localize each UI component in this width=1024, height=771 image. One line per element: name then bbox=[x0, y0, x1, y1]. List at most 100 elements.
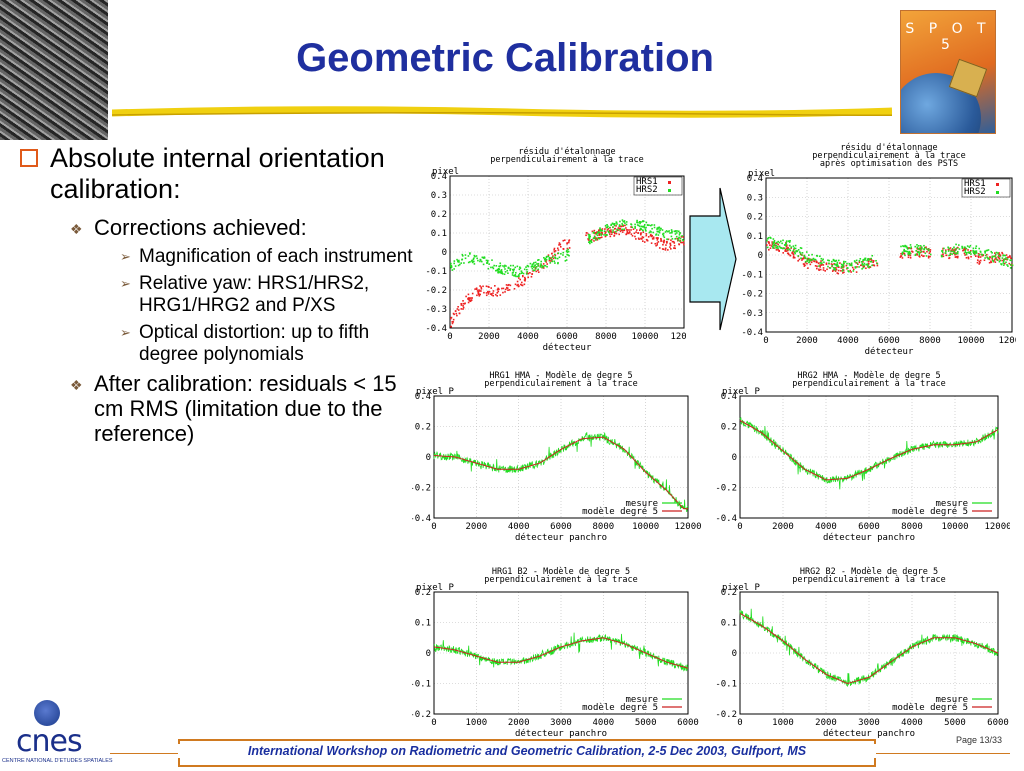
data-point bbox=[568, 247, 571, 249]
y-tick-label: -0.2 bbox=[716, 484, 737, 494]
data-point bbox=[450, 317, 452, 320]
data-point bbox=[788, 253, 790, 256]
data-point bbox=[816, 261, 818, 263]
data-point bbox=[585, 234, 587, 237]
data-point bbox=[558, 256, 561, 259]
data-point bbox=[909, 256, 912, 259]
data-point bbox=[801, 259, 803, 261]
data-point bbox=[626, 229, 629, 231]
data-point bbox=[682, 241, 685, 244]
data-point bbox=[652, 236, 655, 239]
data-point bbox=[645, 234, 648, 237]
data-point bbox=[492, 294, 495, 297]
data-point bbox=[961, 247, 964, 250]
data-point bbox=[836, 265, 838, 267]
data-point bbox=[831, 264, 833, 267]
data-point bbox=[480, 290, 482, 292]
data-point bbox=[657, 241, 660, 243]
data-point bbox=[503, 273, 506, 276]
legend-label: mesure bbox=[935, 499, 968, 509]
data-point bbox=[866, 263, 869, 265]
chevron-bullet-icon: ➢ bbox=[120, 249, 131, 264]
data-point bbox=[672, 240, 675, 243]
data-point bbox=[806, 257, 809, 260]
data-point bbox=[657, 234, 660, 236]
data-point bbox=[909, 244, 912, 246]
data-point bbox=[786, 252, 789, 255]
data-point bbox=[562, 254, 564, 256]
data-point bbox=[465, 295, 467, 298]
data-point bbox=[864, 259, 866, 261]
data-point bbox=[618, 229, 620, 231]
data-point bbox=[871, 259, 873, 262]
data-point bbox=[927, 255, 930, 258]
data-point bbox=[567, 250, 570, 253]
data-point bbox=[967, 249, 969, 251]
data-point bbox=[470, 299, 472, 301]
data-point bbox=[903, 253, 906, 255]
data-point bbox=[454, 265, 457, 267]
legend-label: mesure bbox=[625, 695, 658, 705]
data-point bbox=[837, 272, 840, 275]
x-tick-label: 2000 bbox=[815, 718, 837, 728]
data-point bbox=[801, 252, 804, 254]
data-point bbox=[537, 268, 540, 271]
data-point bbox=[459, 263, 461, 266]
data-point bbox=[544, 264, 547, 267]
plot-hrg2-hma: HRG2 HMA - Modèle de degre 5 perpendicula… bbox=[716, 370, 1010, 542]
data-point bbox=[969, 245, 972, 247]
data-point bbox=[462, 302, 465, 305]
data-point bbox=[508, 283, 510, 286]
data-point bbox=[504, 288, 507, 291]
data-point bbox=[623, 229, 626, 232]
data-point bbox=[979, 259, 982, 262]
data-point bbox=[654, 242, 657, 245]
data-point bbox=[861, 264, 864, 266]
data-point bbox=[450, 262, 452, 265]
data-point bbox=[904, 245, 907, 248]
data-point bbox=[786, 244, 788, 246]
data-point bbox=[929, 253, 932, 256]
chart-svg: HRG2 HMA - Modèle de degre 5perpendicula… bbox=[716, 370, 1010, 542]
data-point bbox=[599, 230, 602, 232]
data-point bbox=[785, 241, 787, 244]
data-point bbox=[850, 263, 853, 266]
data-point bbox=[793, 248, 795, 251]
data-point bbox=[601, 229, 603, 232]
data-point bbox=[487, 285, 490, 288]
y-tick-label: -0.4 bbox=[741, 328, 763, 338]
data-point bbox=[842, 262, 845, 264]
data-point bbox=[499, 262, 502, 265]
legend-box bbox=[633, 176, 683, 196]
data-point bbox=[775, 241, 778, 244]
x-axis-label: détecteur panchro bbox=[515, 532, 607, 542]
data-point bbox=[780, 240, 782, 243]
data-point bbox=[624, 224, 626, 227]
data-point bbox=[945, 254, 948, 257]
x-tick-label: 4000 bbox=[815, 522, 837, 532]
data-point bbox=[923, 247, 926, 249]
data-point bbox=[679, 240, 681, 243]
data-point bbox=[482, 256, 484, 259]
data-point bbox=[622, 220, 625, 223]
data-point bbox=[659, 229, 661, 232]
data-point bbox=[841, 270, 844, 272]
data-point bbox=[1006, 264, 1008, 266]
data-point bbox=[518, 268, 521, 271]
legend-label: HRS1 bbox=[636, 177, 658, 187]
data-point bbox=[525, 273, 528, 275]
data-point bbox=[554, 262, 556, 264]
y-tick-label: 0.2 bbox=[431, 210, 447, 220]
data-point bbox=[593, 229, 596, 232]
data-point bbox=[950, 250, 952, 253]
data-point bbox=[530, 275, 533, 278]
data-point bbox=[901, 253, 904, 256]
data-point bbox=[664, 249, 667, 251]
data-point bbox=[645, 230, 647, 232]
data-point bbox=[961, 246, 964, 249]
data-point bbox=[675, 235, 678, 238]
data-point bbox=[598, 233, 601, 236]
x-tick-label: 5000 bbox=[635, 718, 657, 728]
data-point bbox=[628, 231, 631, 233]
data-point bbox=[990, 260, 992, 263]
